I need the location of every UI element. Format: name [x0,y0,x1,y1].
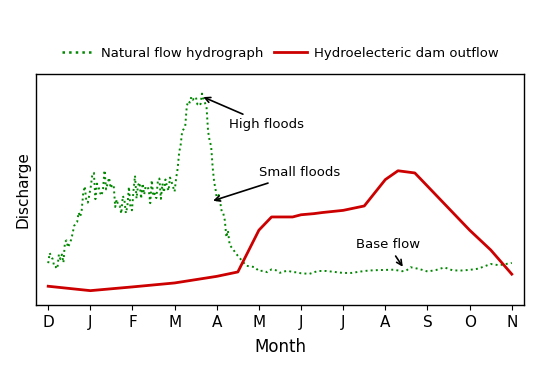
Hydroelecteric dam outflow [298,213,304,217]
Hydroelecteric dam outflow [340,208,346,213]
Text: Base flow: Base flow [356,238,420,265]
Hydroelecteric dam outflow [446,206,452,210]
Natural flow hydrograph [306,272,313,276]
Natural flow hydrograph [179,129,185,133]
Natural flow hydrograph [45,261,52,265]
X-axis label: Month: Month [254,338,306,356]
Natural flow hydrograph [204,106,210,110]
Natural flow hydrograph [94,181,100,186]
Hydroelecteric dam outflow [87,288,94,293]
Hydroelecteric dam outflow [411,171,418,175]
Hydroelecteric dam outflow [256,228,262,232]
Hydroelecteric dam outflow [172,281,178,285]
Hydroelecteric dam outflow [424,184,431,188]
Natural flow hydrograph [449,268,456,273]
Hydroelecteric dam outflow [129,285,136,289]
Hydroelecteric dam outflow [45,284,52,289]
Line: Hydroelecteric dam outflow: Hydroelecteric dam outflow [48,171,512,290]
Natural flow hydrograph [509,261,515,265]
Hydroelecteric dam outflow [213,274,220,279]
Hydroelecteric dam outflow [395,168,402,173]
Text: High floods: High floods [205,98,304,131]
Hydroelecteric dam outflow [361,204,367,208]
Y-axis label: Discharge: Discharge [15,151,30,228]
Hydroelecteric dam outflow [509,272,515,276]
Hydroelecteric dam outflow [268,215,275,219]
Hydroelecteric dam outflow [234,270,241,274]
Hydroelecteric dam outflow [310,211,317,216]
Text: Small floods: Small floods [215,167,340,201]
Line: Natural flow hydrograph: Natural flow hydrograph [48,93,512,274]
Hydroelecteric dam outflow [382,177,389,182]
Natural flow hydrograph [285,269,292,273]
Hydroelecteric dam outflow [487,248,494,252]
Natural flow hydrograph [113,197,120,202]
Hydroelecteric dam outflow [319,210,326,215]
Hydroelecteric dam outflow [192,278,199,282]
Legend: Natural flow hydrograph, Hydroelecteric dam outflow: Natural flow hydrograph, Hydroelecteric … [56,42,504,65]
Hydroelecteric dam outflow [466,228,473,232]
Natural flow hydrograph [199,91,205,96]
Hydroelecteric dam outflow [289,215,296,219]
